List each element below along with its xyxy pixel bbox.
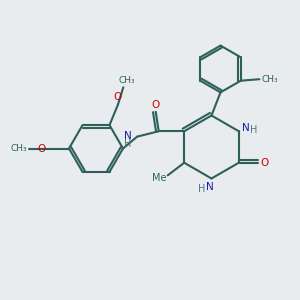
Text: CH₃: CH₃ — [262, 75, 278, 84]
Text: O: O — [260, 158, 269, 168]
Text: H: H — [124, 139, 132, 149]
Text: N: N — [124, 131, 132, 141]
Text: H: H — [250, 125, 257, 135]
Text: O: O — [37, 143, 45, 154]
Text: H: H — [198, 184, 206, 194]
Text: O: O — [114, 92, 122, 102]
Text: N: N — [242, 123, 249, 133]
Text: Me: Me — [152, 173, 166, 183]
Text: O: O — [152, 100, 160, 110]
Text: CH₃: CH₃ — [10, 144, 27, 153]
Text: N: N — [206, 182, 214, 192]
Text: CH₃: CH₃ — [118, 76, 135, 85]
